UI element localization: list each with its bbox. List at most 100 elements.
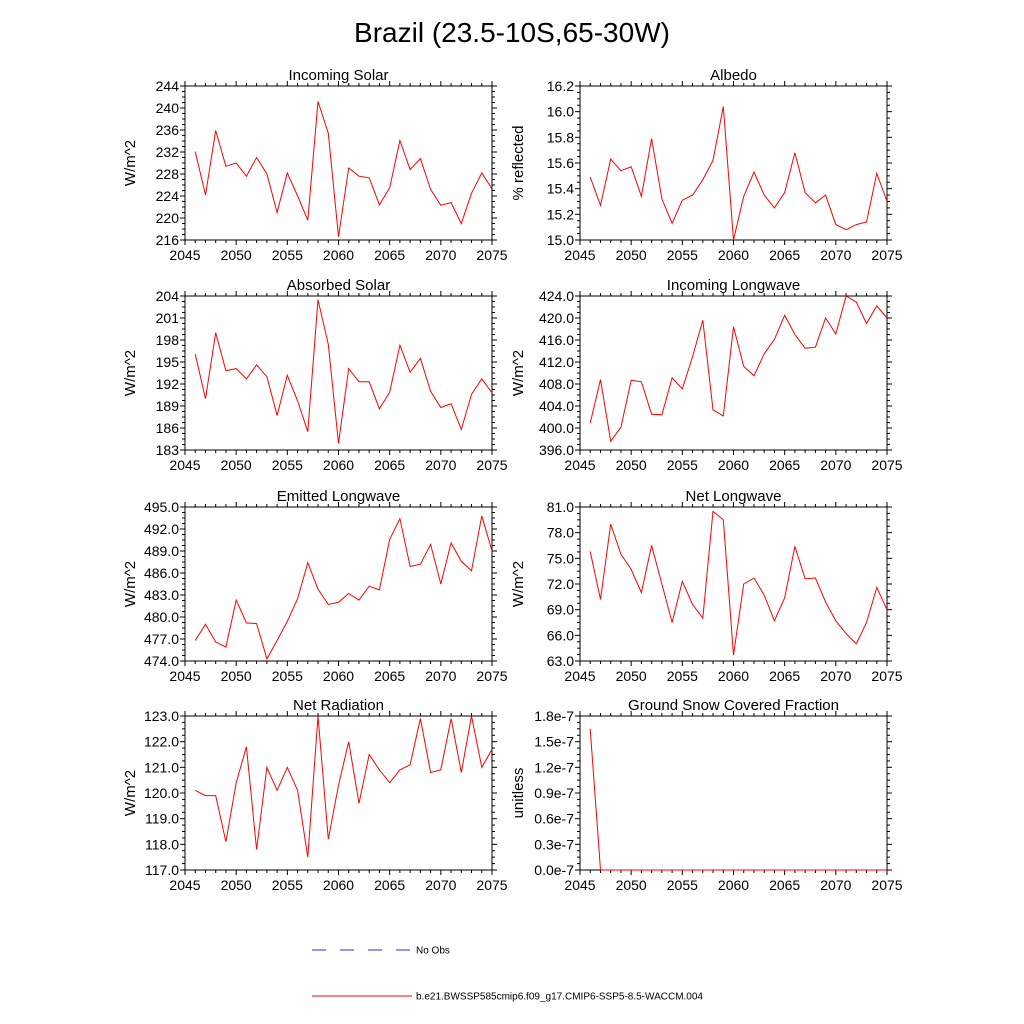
panel-title: Incoming Longwave xyxy=(667,277,800,294)
x-tick-label: 2075 xyxy=(476,877,507,893)
panel-ground-snow-covered-fraction: Ground Snow Covered Fraction 2045 2050 2055… xyxy=(510,697,903,893)
y-axis-label: W/m^2 xyxy=(510,350,527,396)
y-tick-label: 412.0 xyxy=(539,354,574,370)
y-tick-label: 1.8e-7 xyxy=(534,708,574,724)
panel-net-longwave: Net Longwave 2045 2050 2055 2060 2065 2070 2075… xyxy=(510,488,903,684)
y-tick-label: 192 xyxy=(156,376,180,392)
figure-title: Brazil (23.5-10S,65-30W) xyxy=(354,17,670,48)
x-tick-label: 2050 xyxy=(221,247,252,263)
x-tick-label: 2075 xyxy=(871,457,902,473)
plot-frame xyxy=(184,506,493,662)
panel-net-radiation: Net Radiation 2045 2050 2055 2060 2065 2070 207… xyxy=(122,697,508,893)
y-tick-label: 195 xyxy=(156,354,180,370)
x-tick-label: 2075 xyxy=(871,247,902,263)
series-line xyxy=(589,728,887,871)
panel-albedo: Albedo 2045 2050 2055 2060 2065 2070 2075 15.0 15… xyxy=(510,67,903,263)
y-tick-label: 122.0 xyxy=(144,734,179,750)
y-tick-label: 408.0 xyxy=(539,376,574,392)
x-tick-label: 2055 xyxy=(272,247,303,263)
panel-grid: Incoming Solar 2045 2050 2055 2060 2065 2070 20… xyxy=(122,67,903,893)
y-tick-label: 15.6 xyxy=(547,155,574,171)
y-axis-label: unitless xyxy=(510,768,527,819)
x-tick-label: 2075 xyxy=(476,457,507,473)
plot-frame xyxy=(579,506,888,662)
y-tick-label: 16.0 xyxy=(547,104,574,120)
x-tick-label: 2050 xyxy=(221,457,252,473)
y-tick-label: 1.2e-7 xyxy=(534,759,574,775)
y-tick-label: 420.0 xyxy=(539,310,574,326)
y-tick-label: 120.0 xyxy=(144,785,179,801)
x-tick-label: 2065 xyxy=(769,457,800,473)
x-tick-label: 2060 xyxy=(323,877,354,893)
y-tick-label: 486.0 xyxy=(144,565,179,581)
plot-frame xyxy=(184,715,493,871)
y-axis-label: W/m^2 xyxy=(122,140,139,186)
series-line xyxy=(194,715,493,858)
y-tick-label: 201 xyxy=(156,310,180,326)
y-tick-label: 0.0e-7 xyxy=(534,862,574,878)
y-tick-label: 424.0 xyxy=(539,288,574,304)
x-tick-label: 2050 xyxy=(616,457,647,473)
x-tick-label: 2070 xyxy=(820,877,851,893)
x-tick-label: 2055 xyxy=(667,247,698,263)
x-tick-label: 2060 xyxy=(323,668,354,684)
x-tick-label: 2060 xyxy=(718,668,749,684)
x-tick-label: 2050 xyxy=(616,877,647,893)
y-axis-label: W/m^2 xyxy=(122,561,139,607)
panel-title: Net Radiation xyxy=(293,697,384,714)
panel-title: Emitted Longwave xyxy=(277,488,400,505)
x-tick-label: 2060 xyxy=(323,457,354,473)
panel-incoming-longwave: Incoming Longwave 2045 2050 2055 2060 2065 207… xyxy=(510,277,903,473)
legend-model-label: b.e21.BWSSP585cmip6.f09_g17.CMIP6-SSP5-8… xyxy=(416,992,703,1003)
x-tick-label: 2050 xyxy=(221,668,252,684)
y-tick-label: 121.0 xyxy=(144,759,179,775)
y-tick-label: 244 xyxy=(156,78,180,94)
y-axis-label: W/m^2 xyxy=(122,350,139,396)
x-tick-label: 2070 xyxy=(820,668,851,684)
y-tick-label: 492.0 xyxy=(144,521,179,537)
plot-frame xyxy=(184,295,493,451)
y-tick-label: 483.0 xyxy=(144,587,179,603)
x-tick-label: 2050 xyxy=(221,877,252,893)
y-tick-label: 477.0 xyxy=(144,631,179,647)
plot-frame xyxy=(579,715,888,871)
y-tick-label: 396.0 xyxy=(539,442,574,458)
y-tick-label: 0.9e-7 xyxy=(534,785,574,801)
x-tick-label: 2045 xyxy=(564,247,595,263)
plot-frame xyxy=(579,295,888,451)
y-tick-label: 224 xyxy=(156,188,180,204)
y-axis-label: W/m^2 xyxy=(510,561,527,607)
series-line xyxy=(194,515,493,661)
y-tick-label: 75.0 xyxy=(547,550,574,566)
y-tick-label: 1.5e-7 xyxy=(534,734,574,750)
x-tick-label: 2045 xyxy=(564,668,595,684)
y-tick-label: 72.0 xyxy=(547,576,574,592)
y-tick-label: 404.0 xyxy=(539,398,574,414)
y-tick-label: 15.8 xyxy=(547,129,574,145)
legend: No Obs b.e21.BWSSP585cmip6.f09_g17.CMIP6… xyxy=(312,946,703,1003)
x-tick-label: 2065 xyxy=(769,247,800,263)
panel-absorbed-solar: Absorbed Solar 2045 2050 2055 2060 2065 2070 20… xyxy=(122,277,508,473)
y-axis-label: W/m^2 xyxy=(122,770,139,816)
panel-title: Albedo xyxy=(710,67,757,84)
y-tick-label: 15.2 xyxy=(547,206,574,222)
y-tick-label: 183 xyxy=(156,442,180,458)
x-tick-label: 2055 xyxy=(667,877,698,893)
x-tick-label: 2045 xyxy=(169,668,200,684)
x-tick-label: 2050 xyxy=(616,247,647,263)
y-tick-label: 117.0 xyxy=(145,862,179,878)
y-tick-label: 480.0 xyxy=(144,609,179,625)
y-tick-label: 81.0 xyxy=(547,499,574,515)
plot-frame xyxy=(184,85,493,241)
legend-obs-label: No Obs xyxy=(416,946,450,957)
y-axis-label: % reflected xyxy=(510,125,527,200)
x-tick-label: 2070 xyxy=(820,457,851,473)
x-tick-label: 2045 xyxy=(564,457,595,473)
panel-title: Incoming Solar xyxy=(288,67,388,84)
y-tick-label: 119.0 xyxy=(145,811,179,827)
x-tick-label: 2045 xyxy=(564,877,595,893)
y-tick-label: 66.0 xyxy=(547,627,574,643)
y-tick-label: 400.0 xyxy=(539,420,574,436)
y-tick-label: 123.0 xyxy=(144,708,179,724)
